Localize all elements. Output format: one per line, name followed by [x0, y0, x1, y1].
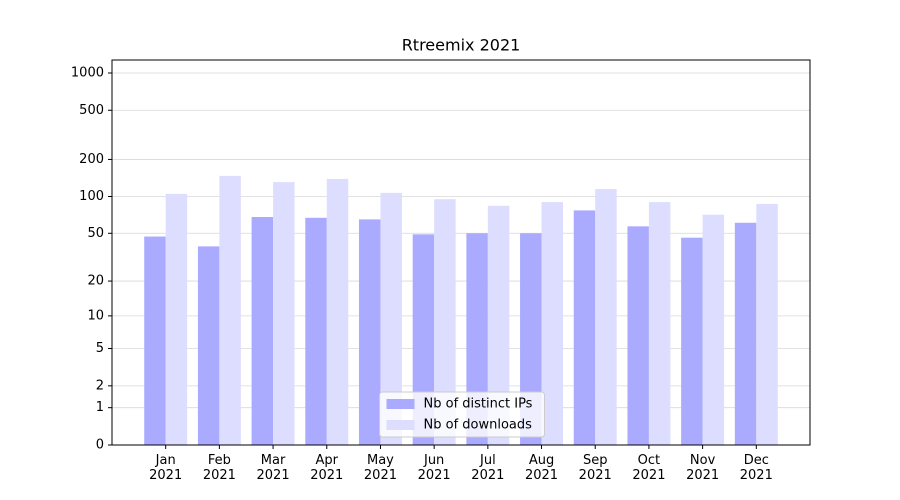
bar [573, 210, 596, 445]
y-tick-label: 50 [87, 226, 104, 241]
legend-swatch [386, 420, 415, 430]
bar [648, 202, 671, 445]
y-tick-label: 200 [79, 152, 104, 167]
y-tick-label: 1000 [71, 65, 104, 80]
y-tick-label: 10 [87, 308, 104, 323]
x-tick-label: Mar 2021 [256, 453, 290, 483]
y-tick-label: 20 [87, 274, 104, 289]
bar [305, 217, 327, 445]
bar [326, 178, 349, 446]
legend-swatch [386, 399, 415, 409]
x-tick-label: Nov 2021 [686, 453, 720, 483]
y-tick-label: 0 [96, 438, 104, 453]
bar [197, 246, 220, 445]
bar [144, 236, 166, 445]
y-tick-label: 2 [96, 378, 104, 393]
bar [273, 182, 295, 445]
chart-title: Rtreemix 2021 [402, 36, 521, 55]
bar [358, 219, 381, 445]
bar [541, 202, 564, 445]
y-tick-label: 100 [79, 189, 104, 204]
bar [595, 189, 617, 445]
bar [434, 199, 456, 445]
plot-frame [111, 59, 811, 446]
x-tick-label: Oct 2021 [632, 453, 666, 483]
legend-label: Nb of downloads [424, 418, 533, 433]
y-tick-label: 500 [79, 103, 104, 118]
bar [756, 203, 778, 445]
bar [681, 237, 703, 445]
x-tick-label: Feb 2021 [202, 453, 236, 483]
bar [165, 193, 188, 445]
x-tick-label: Aug 2021 [524, 453, 559, 483]
x-tick-label: Apr 2021 [310, 453, 344, 483]
bar [627, 226, 649, 445]
y-tick-label: 5 [96, 341, 104, 356]
x-tick-label: Jun 2021 [417, 453, 451, 483]
x-tick-label: Jul 2021 [471, 453, 505, 483]
x-tick-label: May 2021 [363, 453, 397, 483]
x-tick-label: Jan 2021 [149, 453, 183, 483]
bar [219, 175, 241, 446]
legend-label: Nb of distinct IPs [424, 397, 533, 412]
bar [734, 222, 757, 445]
y-tick-label: 1 [96, 400, 104, 415]
x-tick-label: Sep 2021 [578, 453, 612, 483]
bar [251, 217, 274, 445]
x-tick-label: Dec 2021 [739, 453, 773, 483]
bar [702, 214, 725, 445]
legend: Nb of distinct IPs Nb of downloads [379, 391, 545, 438]
legend-box [379, 391, 545, 438]
bar [487, 205, 510, 445]
bar [380, 192, 402, 445]
